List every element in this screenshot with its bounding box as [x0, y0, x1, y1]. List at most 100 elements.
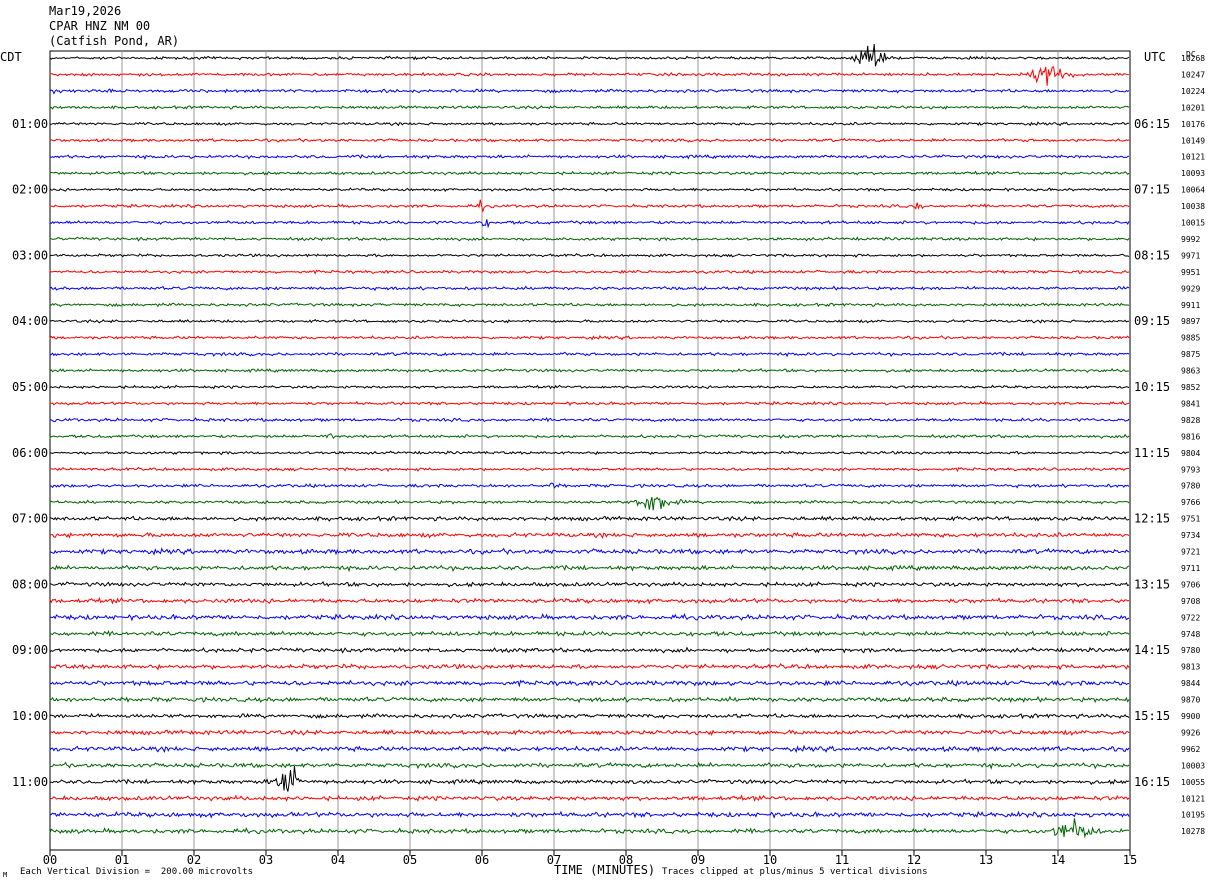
x-tick-label: 15 — [1123, 853, 1137, 867]
left-hour-label: 07:00 — [12, 512, 48, 526]
trace-28 — [49, 515, 1130, 522]
left-hour-label: 10:00 — [12, 709, 48, 723]
trace-11 — [49, 236, 1130, 242]
x-tick-label: 08 — [619, 853, 633, 867]
right-hour-label: 13:15 — [1134, 577, 1170, 591]
dc-value-label: 9885 — [1181, 334, 1200, 343]
trace-45 — [49, 794, 1130, 802]
dc-value-label: 10064 — [1181, 186, 1205, 195]
dc-value-label: 10278 — [1181, 827, 1205, 836]
left-hour-label: 08:00 — [12, 577, 48, 591]
right-hour-label: 09:15 — [1134, 314, 1170, 328]
dc-label: DC — [1186, 50, 1196, 59]
trace-22 — [49, 417, 1130, 423]
dc-value-label: 9911 — [1181, 301, 1200, 310]
right-hour-label: 14:15 — [1134, 643, 1170, 657]
dc-value-label: 9951 — [1181, 268, 1200, 277]
trace-31 — [49, 564, 1130, 573]
dc-value-label: 9722 — [1181, 613, 1200, 622]
dc-value-label: 10176 — [1181, 120, 1205, 129]
trace-35 — [49, 629, 1130, 638]
right-hour-label: 15:15 — [1134, 709, 1170, 723]
dc-value-label: 9897 — [1181, 317, 1200, 326]
trace-2 — [49, 88, 1130, 95]
dc-value-label: 9766 — [1181, 498, 1200, 507]
dc-value-label: 10268 — [1181, 54, 1205, 63]
left-hour-label: 05:00 — [12, 380, 48, 394]
left-hour-label: 04:00 — [12, 314, 48, 328]
dc-value-label: 10121 — [1181, 794, 1205, 803]
left-hour-label: 01:00 — [12, 117, 48, 131]
dc-value-label: 9852 — [1181, 383, 1200, 392]
plot-frame — [49, 50, 1131, 851]
x-tick-label: 07 — [547, 853, 561, 867]
dc-value-label: 10003 — [1181, 761, 1205, 770]
clip-note: Traces clipped at plus/minus 5 vertical … — [662, 867, 928, 877]
trace-8 — [49, 187, 1130, 193]
trace-16 — [49, 318, 1130, 324]
left-hour-label: 11:00 — [12, 775, 48, 789]
dc-value-label: 9804 — [1181, 449, 1200, 458]
x-tick-label: 02 — [187, 853, 201, 867]
trace-13 — [49, 269, 1130, 275]
right-hour-label: 08:15 — [1134, 248, 1170, 262]
dc-value-label: 9971 — [1181, 251, 1200, 260]
right-hour-label: 06:15 — [1134, 117, 1170, 131]
dc-value-label: 9780 — [1181, 482, 1200, 491]
right-hour-label: 10:15 — [1134, 380, 1170, 394]
trace-3 — [49, 104, 1130, 110]
trace-41 — [49, 728, 1130, 737]
trace-4 — [49, 121, 1130, 127]
right-hour-label: 16:15 — [1134, 775, 1170, 789]
x-tick-label: 12 — [907, 853, 921, 867]
trace-38 — [49, 679, 1129, 688]
trace-36 — [49, 646, 1130, 654]
dc-value-label: 9751 — [1181, 515, 1200, 524]
trace-0 — [49, 43, 1130, 67]
dc-value-label: 9706 — [1181, 580, 1200, 589]
right-hour-label: 07:15 — [1134, 183, 1170, 197]
trace-14 — [49, 285, 1130, 292]
right-hour-label: 12:15 — [1134, 512, 1170, 526]
header-location: (Catfish Pond, AR) — [49, 34, 180, 48]
trace-47 — [49, 818, 1130, 839]
x-axis-title: TIME (MINUTES) — [554, 863, 656, 877]
trace-37 — [49, 662, 1130, 671]
dc-value-label: 9734 — [1181, 531, 1200, 540]
left-hour-label: 03:00 — [12, 248, 48, 262]
dc-value-label: 9828 — [1181, 416, 1200, 425]
dc-value-label: 9962 — [1181, 745, 1200, 754]
dc-value-label: 9929 — [1181, 284, 1200, 293]
dc-value-label: 10201 — [1181, 103, 1205, 112]
dc-value-label: 9711 — [1181, 564, 1200, 573]
trace-39 — [49, 695, 1130, 704]
dc-value-label: 10121 — [1181, 153, 1205, 162]
trace-26 — [49, 482, 1130, 489]
trace-25 — [49, 466, 1130, 473]
dc-value-label: 9841 — [1181, 399, 1200, 408]
x-tick-label: 00 — [43, 853, 57, 867]
trace-17 — [49, 334, 1130, 341]
left-hour-label: 09:00 — [12, 643, 48, 657]
trace-30 — [49, 547, 1130, 556]
trace-24 — [49, 450, 1130, 456]
trace-33 — [49, 596, 1130, 605]
x-tick-label: 05 — [403, 853, 417, 867]
trace-9 — [49, 199, 1130, 213]
trace-15 — [49, 302, 1129, 308]
x-tick-label: 01 — [115, 853, 129, 867]
trace-29 — [49, 531, 1130, 539]
x-tick-label: 14 — [1051, 853, 1065, 867]
trace-43 — [49, 761, 1130, 770]
trace-46 — [49, 810, 1130, 819]
right-hour-label: 11:15 — [1134, 446, 1170, 460]
trace-18 — [49, 351, 1130, 358]
scale-note: Each Vertical Division = 200.00 microvol… — [20, 867, 253, 877]
left-timezone-label: CDT — [0, 50, 22, 64]
trace-44 — [49, 765, 1130, 792]
trace-21 — [49, 400, 1130, 407]
right-timezone-label: UTC — [1144, 50, 1166, 64]
dc-value-label: 9748 — [1181, 630, 1200, 639]
dc-value-label: 9900 — [1181, 712, 1200, 721]
